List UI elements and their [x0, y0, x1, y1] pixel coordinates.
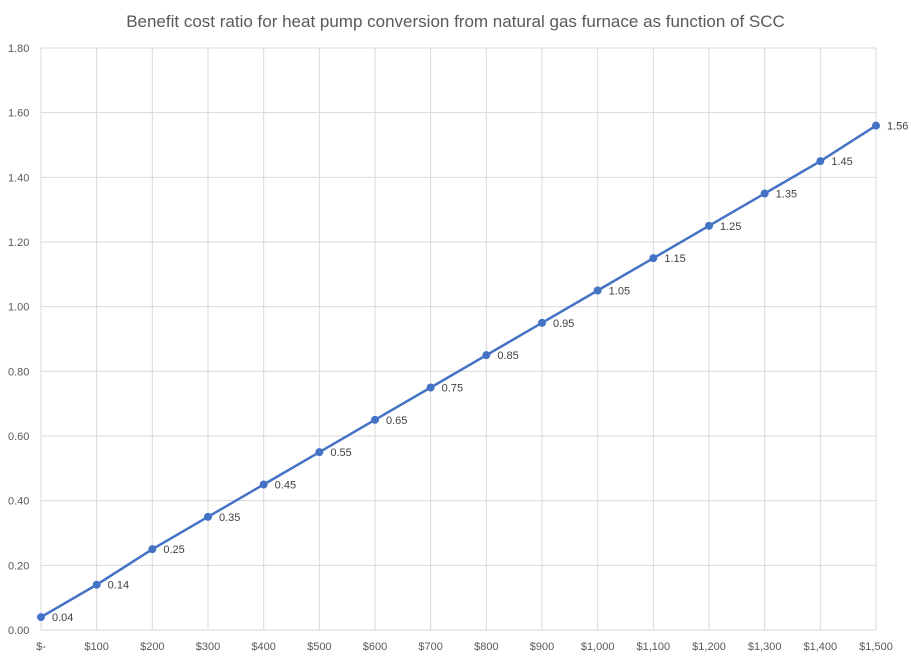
- data-label: 0.45: [275, 480, 296, 492]
- data-label: 0.75: [442, 383, 463, 395]
- data-point: [426, 383, 435, 392]
- x-tick-label: $100: [84, 641, 108, 653]
- x-tick-label: $1,200: [692, 641, 726, 653]
- data-point: [92, 580, 101, 589]
- x-tick-label: $900: [530, 641, 554, 653]
- data-label: 0.85: [497, 350, 518, 362]
- data-label: 1.05: [609, 286, 630, 298]
- data-point: [538, 318, 546, 327]
- data-label: 1.56: [887, 121, 908, 133]
- chart-title: Benefit cost ratio for heat pump convers…: [126, 12, 785, 31]
- x-tick-label: $300: [196, 641, 220, 653]
- y-tick-label: 1.80: [8, 43, 29, 55]
- data-point: [593, 286, 602, 295]
- data-point: [705, 221, 713, 230]
- y-tick-label: 1.60: [8, 108, 29, 120]
- x-tick-label: $700: [418, 641, 442, 653]
- data-point: [872, 121, 880, 130]
- data-label: 0.35: [219, 512, 240, 524]
- data-point: [148, 545, 157, 554]
- data-point: [315, 448, 324, 457]
- data-label: 1.35: [776, 189, 797, 201]
- y-tick-label: 1.40: [8, 172, 29, 184]
- data-point: [259, 480, 268, 489]
- x-tick-label: $800: [474, 641, 498, 653]
- x-tick-label: $1,300: [748, 641, 782, 653]
- data-label: 1.25: [720, 221, 741, 233]
- data-label: 0.25: [163, 544, 184, 556]
- y-tick-label: 1.20: [8, 237, 29, 249]
- y-tick-label: 0.40: [8, 496, 29, 508]
- y-tick-label: 0.00: [8, 625, 29, 637]
- data-point: [760, 189, 769, 198]
- data-point: [371, 415, 379, 424]
- data-point: [37, 613, 45, 622]
- x-tick-label: $1,500: [859, 641, 893, 653]
- data-point: [649, 254, 658, 263]
- y-tick-label: 0.20: [8, 560, 29, 572]
- data-label: 0.55: [330, 447, 351, 459]
- data-label: 1.15: [664, 253, 685, 265]
- data-label: 0.14: [108, 580, 129, 592]
- x-tick-label: $1,400: [804, 641, 838, 653]
- x-tick-label: $1,000: [581, 641, 615, 653]
- data-label: 0.95: [553, 318, 574, 330]
- x-tick-label: $1,100: [637, 641, 671, 653]
- data-label: 1.45: [831, 156, 852, 168]
- y-tick-label: 0.80: [8, 366, 29, 378]
- x-tick-label: $500: [307, 641, 331, 653]
- x-tick-label: $200: [140, 641, 164, 653]
- data-label: 0.65: [386, 415, 407, 427]
- data-point: [816, 157, 825, 166]
- y-tick-label: 0.60: [8, 431, 29, 443]
- y-tick-label: 1.00: [8, 302, 29, 314]
- data-point: [204, 512, 212, 521]
- series-line: [40, 124, 877, 619]
- x-tick-label: $-: [36, 641, 46, 653]
- x-tick-label: $400: [251, 641, 275, 653]
- x-tick-label: $600: [363, 641, 387, 653]
- data-label: 0.04: [52, 612, 73, 624]
- data-point: [482, 351, 491, 360]
